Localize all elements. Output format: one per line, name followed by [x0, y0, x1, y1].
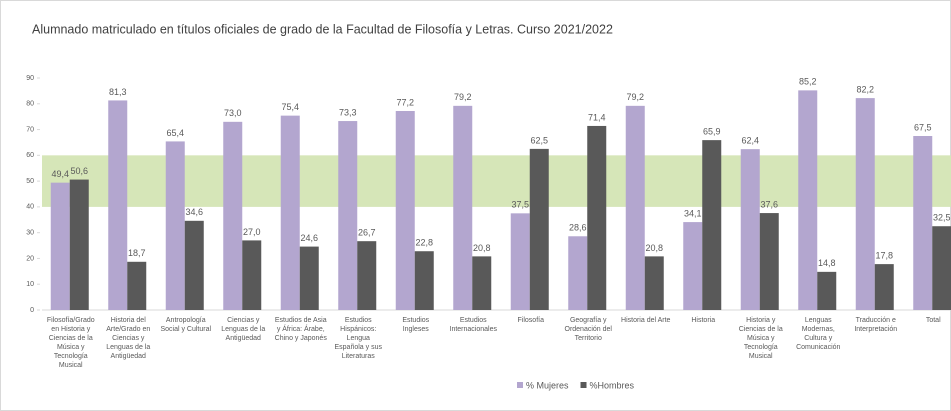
data-label: 65,9	[703, 126, 721, 136]
x-tick-label: Ciencias y Lenguas de la Antigüedad	[221, 317, 266, 342]
x-tick-label: Filosofía	[517, 317, 544, 324]
data-label: 27,0	[243, 227, 261, 237]
data-label: 62,4	[741, 136, 759, 146]
data-label: 50,6	[70, 166, 88, 176]
data-label: 79,2	[626, 92, 644, 102]
x-tick-label: Total	[925, 317, 941, 324]
data-label: 49,4	[51, 169, 69, 179]
bar	[644, 256, 664, 310]
x-tick-label: Filosofía/Grado en Historia y Ciencias d…	[46, 317, 95, 369]
data-label: 77,2	[396, 97, 414, 107]
x-tick-label: Lenguas Modernas, Cultura y Comunicación	[796, 317, 841, 351]
bar	[242, 240, 262, 310]
chart-title: Alumnado matriculado en títulos oficiale…	[32, 22, 613, 36]
legend-label: % Mujeres	[526, 380, 569, 390]
data-label: 32,5	[933, 213, 951, 223]
x-tick-label: Historia del Arte/Grado en Ciencias y Le…	[106, 317, 151, 360]
data-label: 20,8	[645, 243, 663, 253]
data-label: 26,7	[358, 228, 376, 238]
y-tick-label: 0	[30, 307, 34, 314]
bar	[625, 105, 645, 310]
bar	[165, 141, 185, 310]
bar	[874, 264, 894, 310]
bar	[932, 226, 951, 310]
x-tick-label: Traducción e Interpretación	[854, 317, 898, 333]
x-tick-label: Estudios de Asia y África: Árabe, Chino …	[274, 317, 327, 342]
bar	[472, 256, 492, 310]
data-label: 73,3	[339, 107, 357, 117]
data-label: 34,6	[185, 207, 203, 217]
x-tick-label: Historia	[691, 317, 716, 324]
y-tick-label: 10	[26, 281, 34, 288]
y-tick-label: 70	[26, 126, 34, 133]
x-tick-label: Estudios Internacionales	[449, 317, 497, 333]
bar	[357, 241, 377, 310]
bar	[529, 148, 549, 310]
bar	[587, 125, 607, 311]
y-tick-label: 30	[26, 230, 34, 237]
data-label: 73,0	[224, 108, 242, 118]
y-tick-label: 40	[26, 204, 34, 211]
bar	[127, 261, 147, 310]
bar	[798, 90, 818, 310]
y-tick-label: 50	[26, 178, 34, 185]
legend-swatch	[580, 382, 587, 388]
x-tick-label: Historia del Arte	[621, 317, 671, 324]
data-label: 37,6	[760, 199, 778, 209]
bar	[683, 222, 703, 310]
data-label: 20,8	[473, 243, 491, 253]
x-tick-label: Estudios Ingleses	[402, 317, 430, 333]
data-label: 24,6	[300, 233, 318, 243]
bar	[69, 179, 89, 310]
bar	[817, 271, 837, 310]
data-label: 85,2	[799, 77, 817, 87]
x-tick-label: Historia y Ciencias de la Música y Tecno…	[738, 317, 783, 360]
bar	[223, 121, 243, 310]
y-tick-label: 60	[26, 152, 34, 159]
data-label: 62,5	[530, 135, 548, 145]
bar	[108, 100, 128, 310]
data-label: 28,6	[569, 223, 587, 233]
data-label: 37,5	[511, 200, 529, 210]
y-tick-label: 20	[26, 255, 34, 262]
data-label: 22,8	[415, 238, 433, 248]
bar	[50, 182, 70, 310]
data-label: 65,4	[166, 128, 184, 138]
y-tick-label: 90	[26, 75, 34, 82]
data-label: 14,8	[818, 258, 836, 268]
bar	[184, 220, 204, 310]
x-tick-label: Antropología Social y Cultural	[160, 317, 212, 333]
legend-label: %Hombres	[590, 380, 635, 390]
bar	[280, 115, 300, 310]
legend-swatch	[517, 382, 523, 388]
bar	[702, 140, 722, 310]
x-tick-label: Estudios Hispánicos: Lengua Española y s…	[334, 317, 382, 360]
bar	[299, 246, 319, 310]
bar	[453, 105, 473, 310]
bar	[759, 213, 779, 310]
data-label: 81,3	[109, 87, 127, 97]
bar	[740, 149, 760, 310]
y-tick-label: 80	[26, 101, 34, 108]
bar	[568, 236, 588, 310]
bar	[338, 121, 358, 310]
data-label: 18,7	[128, 248, 146, 258]
bar	[414, 251, 434, 310]
x-tick-label: Geografía y Ordenación del Territorio	[564, 317, 612, 342]
data-label: 71,4	[588, 112, 606, 122]
data-label: 34,1	[684, 208, 702, 218]
data-label: 82,2	[856, 84, 874, 94]
data-label: 75,4	[281, 102, 299, 112]
bar	[855, 98, 875, 311]
data-label: 79,2	[454, 92, 472, 102]
data-label: 67,5	[914, 122, 932, 132]
bar	[395, 110, 415, 311]
bar	[913, 136, 933, 310]
bar	[510, 213, 530, 310]
data-label: 17,8	[875, 250, 893, 260]
